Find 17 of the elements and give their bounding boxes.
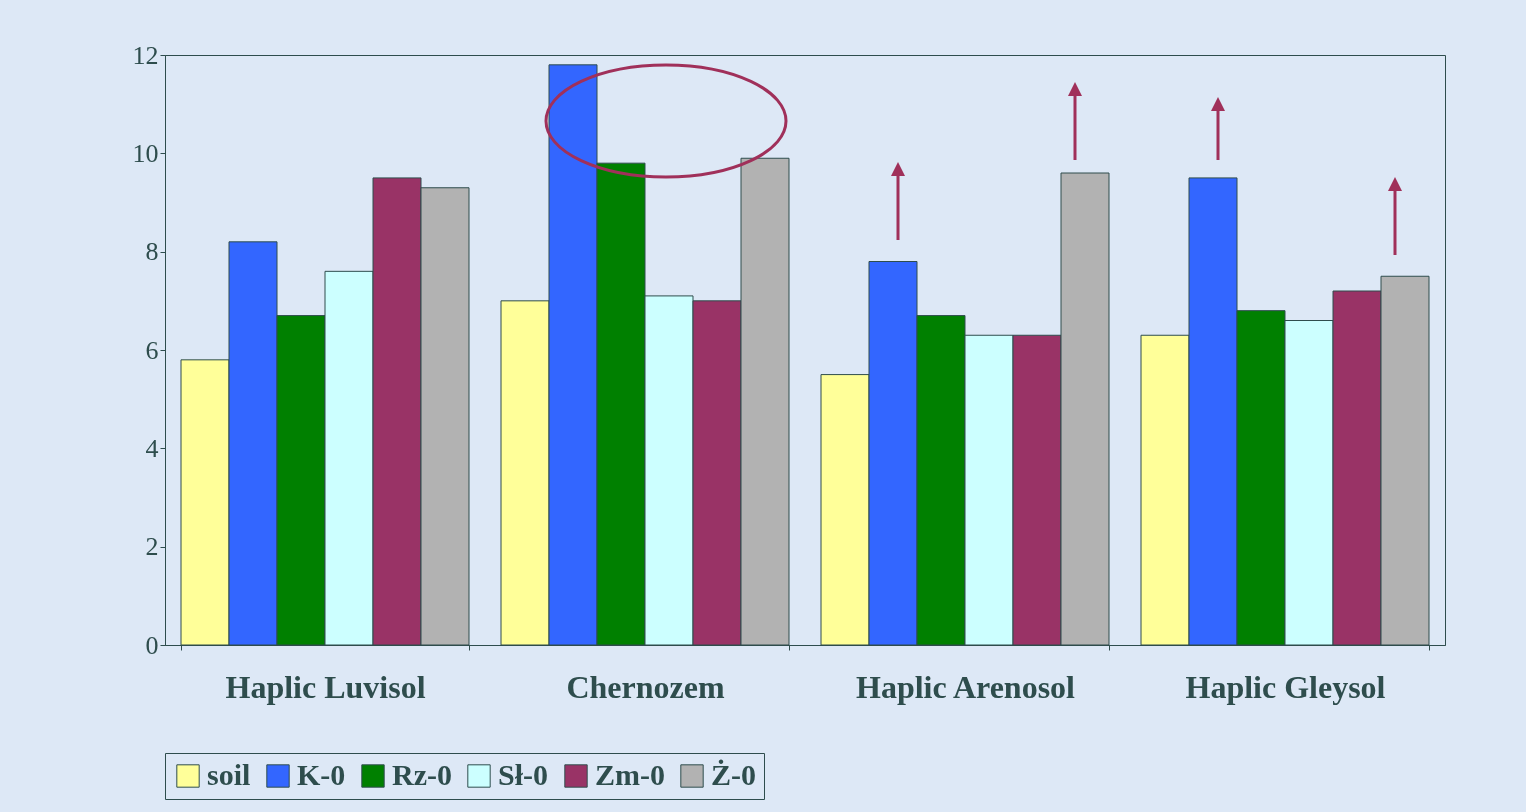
y-tick-label: 6 (145, 335, 159, 365)
legend-label: soil (207, 758, 251, 791)
legend-label: Ż-0 (711, 758, 756, 791)
legend-label: Rz-0 (392, 758, 452, 791)
legend-label: Sł-0 (498, 758, 549, 791)
legend-label: Zm-0 (595, 758, 665, 791)
y-tick-label: 10 (132, 138, 159, 168)
x-tick-label: Haplic Arenosol (856, 668, 1076, 705)
legend-label: K-0 (297, 758, 346, 791)
x-tick-label: Chernozem (566, 668, 725, 705)
y-tick-label: 2 (145, 532, 159, 562)
y-tick-label: 8 (145, 237, 159, 267)
y-tick-label: 12 (132, 40, 159, 70)
y-tick-label: 4 (145, 433, 159, 463)
y-tick-label: 0 (145, 630, 159, 660)
x-tick-label: Haplic Luvisol (225, 668, 426, 705)
x-tick-label: Haplic Gleysol (1185, 668, 1386, 705)
